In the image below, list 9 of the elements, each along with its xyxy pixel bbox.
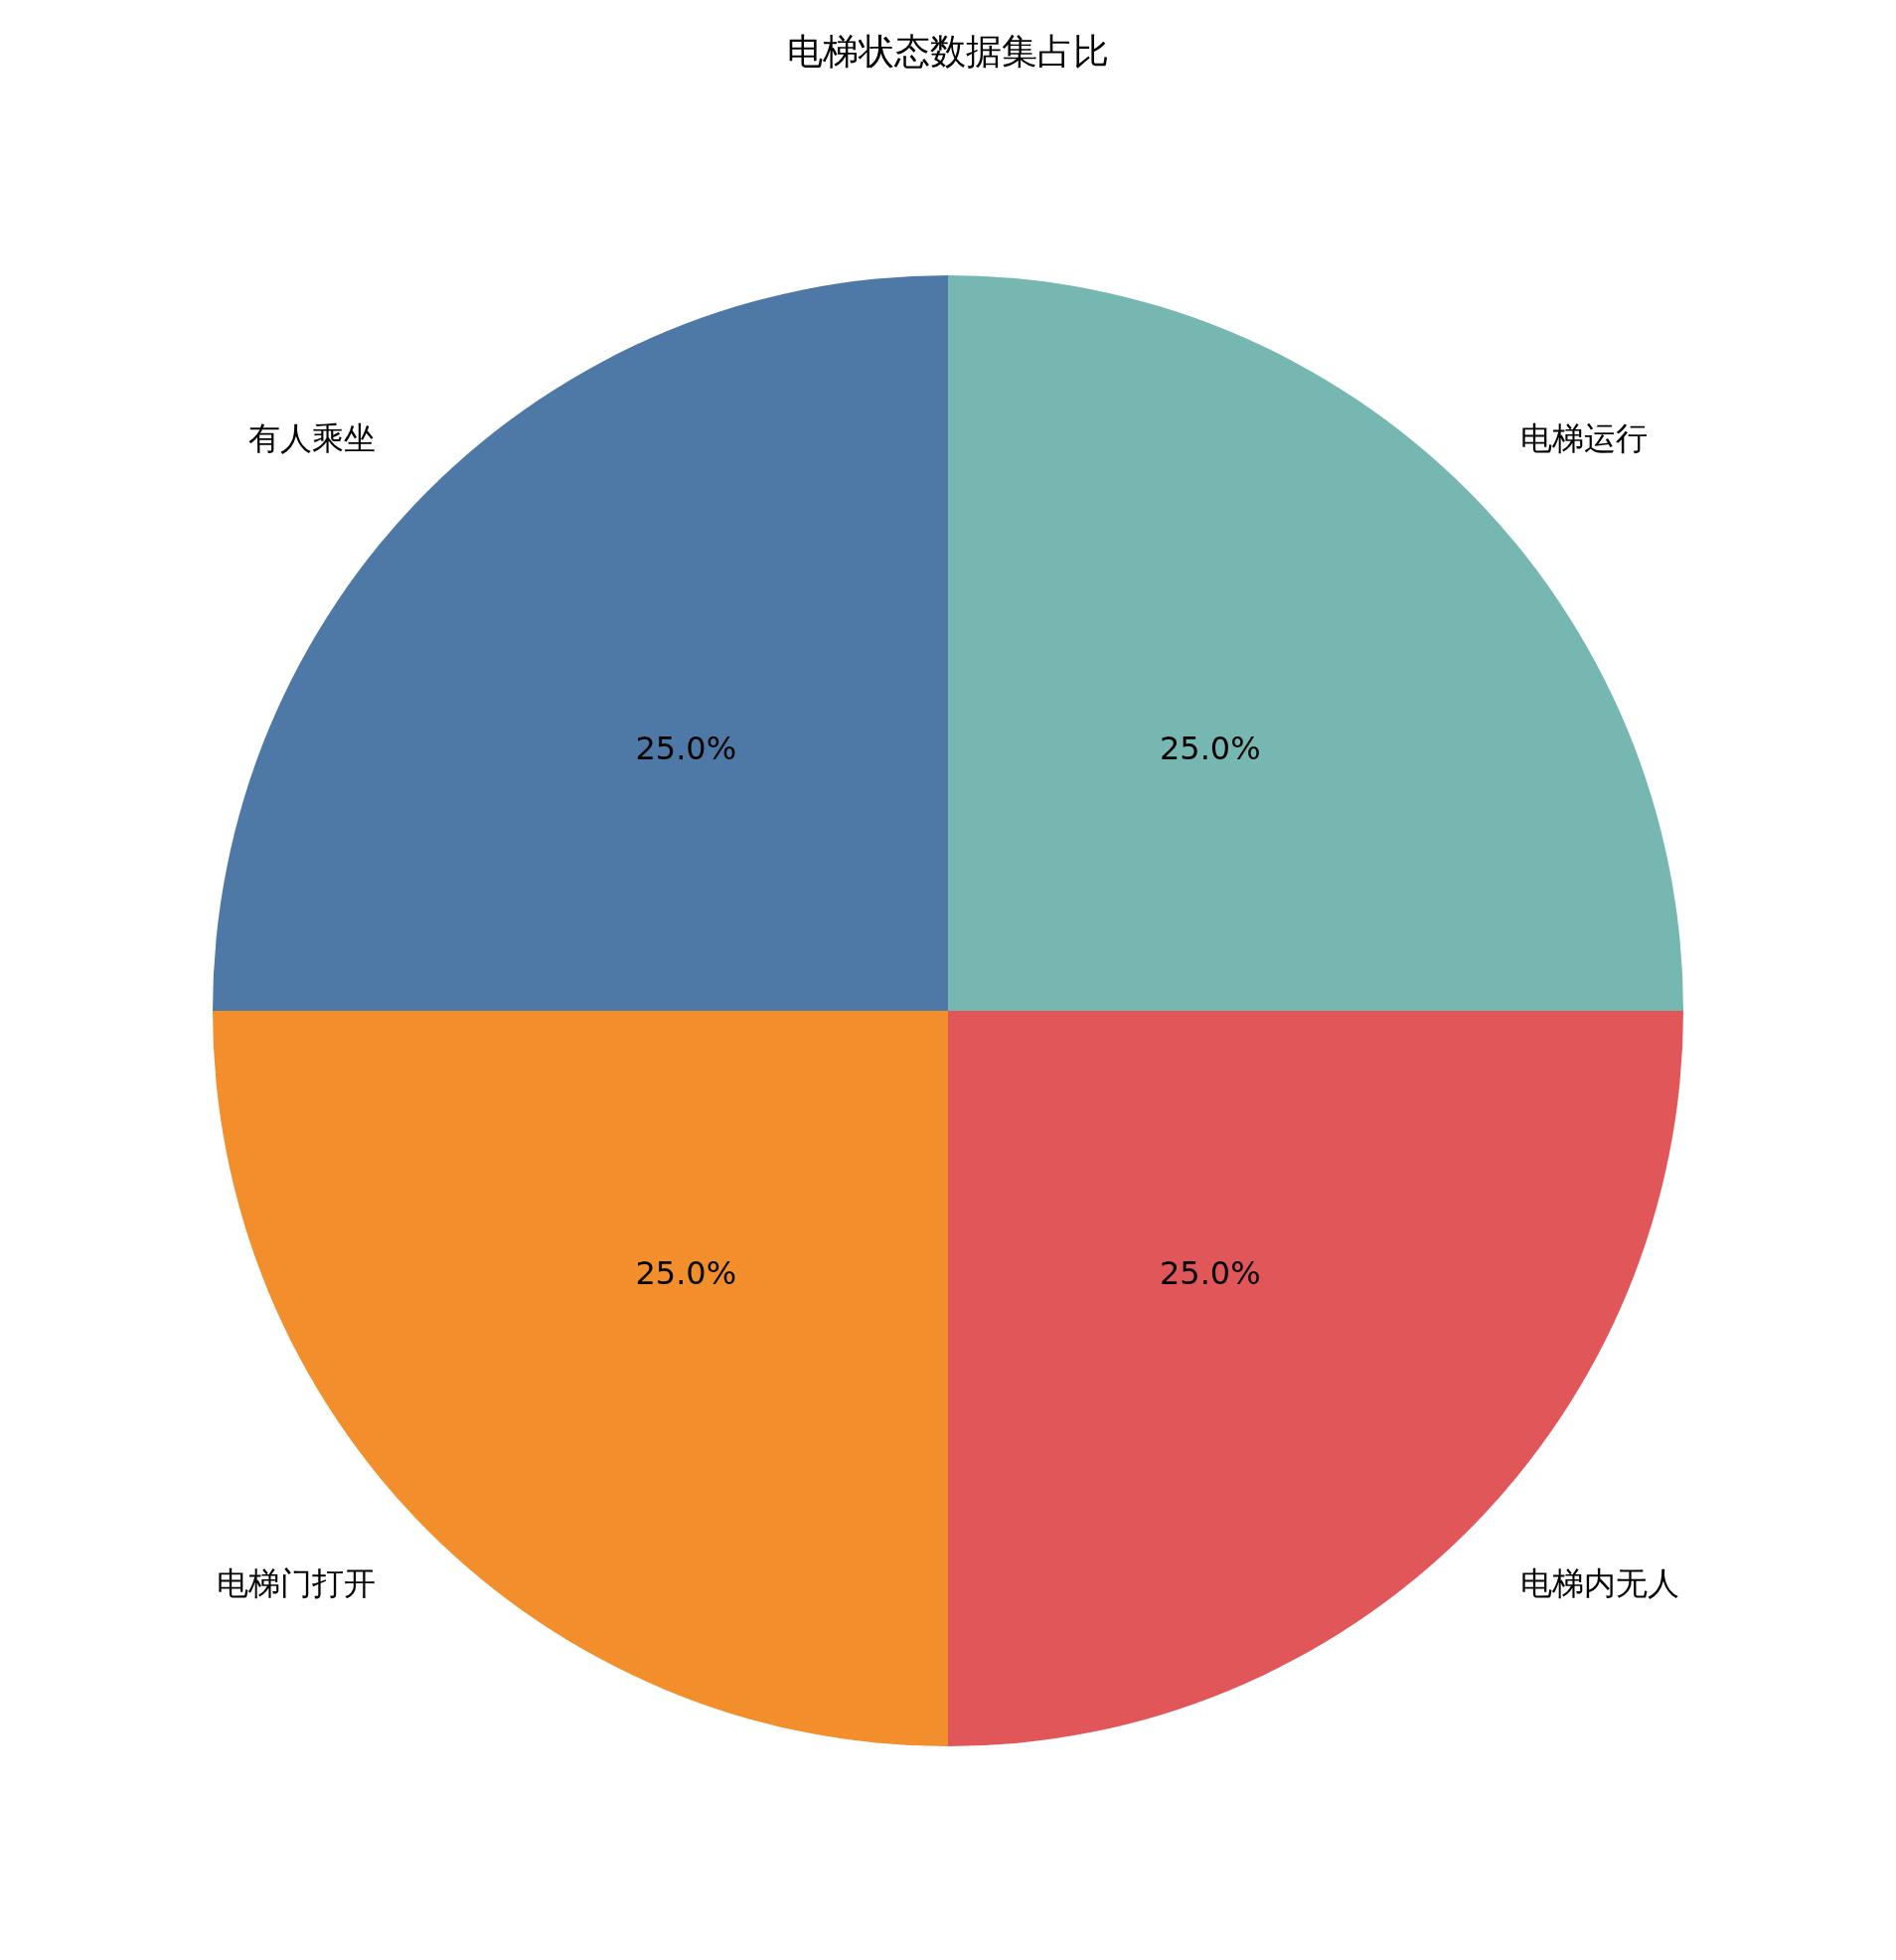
data-label: 25.0% <box>635 730 737 768</box>
slice-label: 电梯内无人 <box>1519 1563 1679 1602</box>
data-label: 25.0% <box>1159 730 1261 768</box>
slice-label: 有人乘坐 <box>248 419 377 458</box>
slice-label: 电梯门打开 <box>217 1563 377 1602</box>
slice-label: 电梯运行 <box>1519 419 1648 458</box>
chart-title: 电梯状态数据集占比 <box>787 30 1109 72</box>
data-label: 25.0% <box>635 1253 737 1292</box>
data-label: 25.0% <box>1159 1253 1261 1292</box>
